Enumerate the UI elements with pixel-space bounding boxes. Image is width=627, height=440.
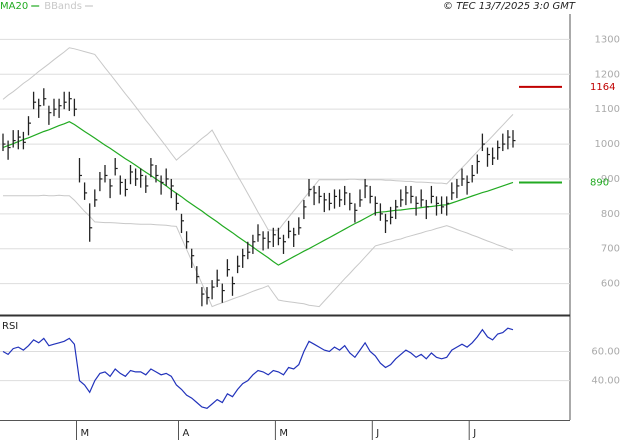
level-label: 890 [590, 177, 609, 188]
x-tick-label: J [375, 428, 379, 439]
credit: © TEC 13/7/2025 3:0 GMT [443, 1, 576, 12]
y-tick-label: 600 [601, 279, 620, 290]
y-tick-label: 800 [601, 209, 620, 220]
x-tick-label: M [279, 428, 288, 439]
x-tick-label: A [183, 428, 190, 439]
y-tick-label: 40.00 [591, 376, 620, 387]
panel-title: RSI [2, 321, 18, 332]
level-label: 1164 [590, 82, 615, 93]
y-tick-label: 900 [601, 174, 620, 185]
x-tick-label: M [81, 428, 90, 439]
y-tick-label: 1100 [595, 104, 620, 115]
y-tick-label: 700 [601, 244, 620, 255]
rsi-line [2, 327, 514, 409]
y-tick-label: 1300 [595, 34, 620, 45]
band-lower [3, 194, 514, 308]
legend-label: BBands [44, 1, 82, 12]
y-tick-label: 60.00 [591, 347, 620, 358]
y-tick-label: 1200 [595, 69, 620, 80]
band-upper [2, 47, 514, 231]
y-tick-label: 1000 [595, 139, 620, 150]
legend-label: MA20 [0, 1, 28, 12]
x-tick-label: J [472, 428, 476, 439]
